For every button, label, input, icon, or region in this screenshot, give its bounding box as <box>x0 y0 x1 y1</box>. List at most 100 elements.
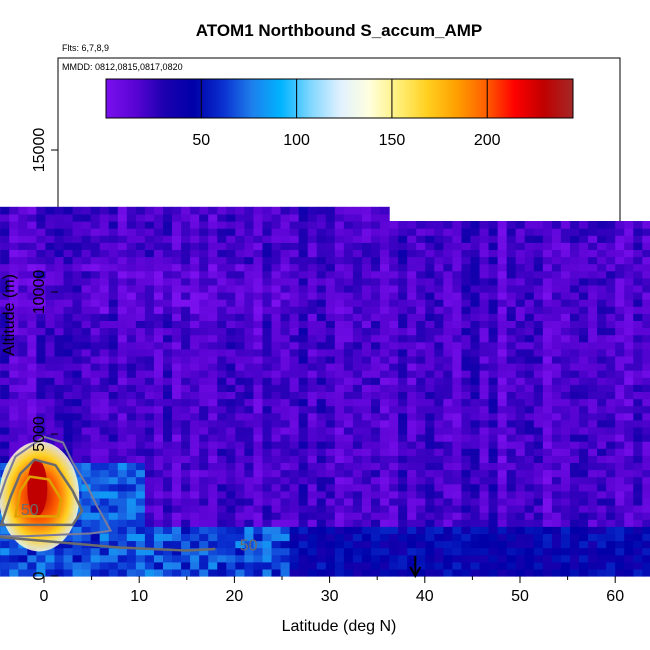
heatmap-cell <box>307 540 318 549</box>
heatmap-cell <box>9 341 19 350</box>
heatmap-cell <box>217 554 227 563</box>
heatmap-cell <box>117 568 128 577</box>
heatmap-cell <box>226 348 236 357</box>
heatmap-cell <box>226 249 236 258</box>
heatmap-cell <box>126 412 137 421</box>
heatmap-cell <box>298 519 309 527</box>
heatmap-cell <box>54 434 65 442</box>
heatmap-cell <box>108 242 119 250</box>
heatmap-cell <box>271 533 282 542</box>
heatmap-cell <box>72 213 83 222</box>
heatmap-cell <box>271 213 282 222</box>
heatmap-cell <box>108 483 119 492</box>
heatmap-cell <box>181 568 191 577</box>
heatmap-cell <box>81 412 92 421</box>
heatmap-cell <box>9 384 19 392</box>
heatmap-cell <box>298 405 309 414</box>
heatmap-cell <box>280 426 291 435</box>
heatmap-cell <box>289 313 300 321</box>
heatmap-cell <box>244 497 255 506</box>
heatmap-cell <box>199 512 209 520</box>
heatmap-cell <box>244 405 255 414</box>
heatmap-cell <box>190 355 200 364</box>
heatmap-cell <box>190 533 200 542</box>
heatmap-cell <box>190 206 200 215</box>
heatmap-cell <box>172 441 182 449</box>
heatmap-cell <box>72 455 83 463</box>
heatmap-cell <box>108 284 119 293</box>
heatmap-cell <box>226 384 236 392</box>
heatmap-cell <box>135 348 146 357</box>
heatmap-cell <box>63 213 74 222</box>
heatmap-cell <box>0 334 10 343</box>
heatmap-cell <box>262 405 273 414</box>
heatmap-cell <box>45 405 56 414</box>
heatmap-cell <box>54 384 65 392</box>
heatmap-cell <box>208 348 218 357</box>
heatmap-cell <box>36 299 47 307</box>
heatmap-cell <box>153 526 164 534</box>
heatmap-cell <box>18 263 28 272</box>
heatmap-cell <box>172 263 182 272</box>
heatmap-cell <box>0 263 10 272</box>
heatmap-cell <box>244 213 255 222</box>
heatmap-cell <box>298 448 309 456</box>
heatmap-cell <box>90 505 101 513</box>
heatmap-cell <box>0 228 10 236</box>
heatmap-cell <box>90 221 101 229</box>
heatmap-cell <box>235 434 245 442</box>
heatmap-cell <box>153 469 164 478</box>
heatmap-cell <box>72 533 83 542</box>
heatmap-cell <box>298 455 309 463</box>
heatmap-cell <box>208 547 218 556</box>
heatmap-cell <box>9 412 19 421</box>
heatmap-cell <box>307 441 318 449</box>
heatmap-cell <box>63 441 74 449</box>
heatmap-cell <box>244 327 255 336</box>
heatmap-cell <box>90 547 101 556</box>
heatmap-cell <box>63 398 74 407</box>
heatmap-cell <box>18 561 28 570</box>
heatmap-cell <box>262 426 273 435</box>
heatmap-cell <box>99 405 110 414</box>
heatmap-cell <box>181 419 191 428</box>
heatmap-cell <box>144 306 155 314</box>
heatmap-cell <box>135 441 146 449</box>
heatmap-cell <box>298 363 309 371</box>
heatmap-cell <box>144 497 155 506</box>
heatmap-cell <box>153 320 164 329</box>
heatmap-cell <box>298 313 309 321</box>
heatmap-cell <box>144 313 155 321</box>
heatmap-cell <box>172 327 182 336</box>
heatmap-cell <box>235 391 245 400</box>
heatmap-cell <box>226 469 236 478</box>
heatmap-cell <box>271 313 282 321</box>
heatmap-cell <box>81 313 92 321</box>
heatmap-cell <box>253 355 264 364</box>
heatmap-cell <box>45 320 56 329</box>
heatmap-cell <box>217 363 227 371</box>
heatmap-cell <box>235 292 245 300</box>
colorbar-tick-label: 200 <box>474 132 501 149</box>
heatmap-cell <box>226 476 236 485</box>
heatmap-cell <box>172 377 182 385</box>
heatmap-cell <box>135 505 146 513</box>
heatmap-cell <box>217 327 227 336</box>
heatmap-cell <box>99 313 110 321</box>
heatmap-cell <box>0 568 10 577</box>
heatmap-cell <box>45 263 56 272</box>
heatmap-cell <box>208 434 218 442</box>
heatmap-cell <box>108 547 119 556</box>
heatmap-cell <box>181 476 191 485</box>
heatmap-cell <box>18 355 28 364</box>
heatmap-cell <box>45 355 56 364</box>
heatmap-cell <box>289 540 300 549</box>
heatmap-cell <box>289 355 300 364</box>
heatmap-cell <box>0 235 10 243</box>
heatmap-cell <box>163 462 173 471</box>
heatmap-cell <box>307 469 318 478</box>
heatmap-cell <box>90 341 101 350</box>
heatmap-cell <box>235 519 245 527</box>
heatmap-cell <box>217 284 227 293</box>
heatmap-cell <box>144 554 155 563</box>
